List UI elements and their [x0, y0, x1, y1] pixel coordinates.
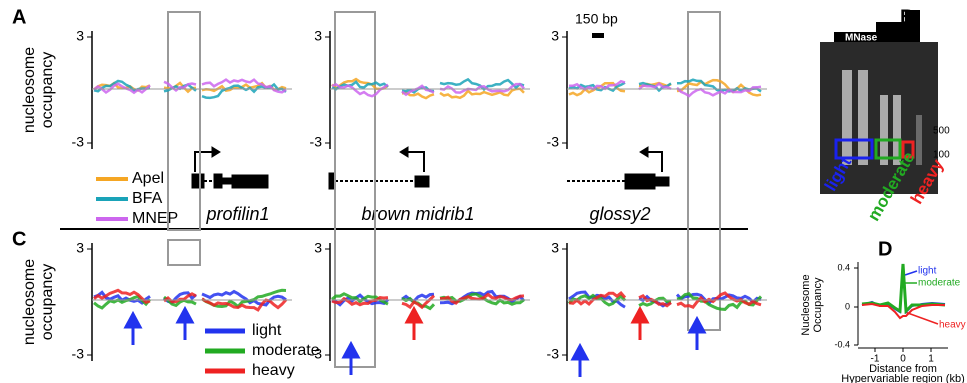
y-tick-label: 0: [845, 301, 850, 311]
y-label-line: Occupancy: [812, 277, 824, 333]
y-axis-label: nucleosome occupancy: [21, 47, 56, 133]
y-label-line: occupancy: [39, 52, 56, 129]
y-label-line: Nucleosome: [800, 274, 812, 335]
y-tick-label: -3: [547, 134, 560, 150]
scale-bar: [592, 33, 604, 38]
figure: A C B D nucleosome occupancy nucleosome …: [0, 0, 967, 383]
legend: Apel BFA MNEP: [96, 170, 178, 227]
legend-label: MNEP: [132, 210, 178, 227]
y-tick-label: -3: [310, 346, 323, 362]
panel-label: D: [878, 238, 892, 260]
y-tick-label: 3: [551, 28, 559, 44]
y-tick-label: 0.4: [837, 262, 850, 272]
y-axis-label: Nucleosome Occupancy: [800, 274, 824, 335]
gel-title: MNase: [845, 33, 878, 44]
y-label-line: occupancy: [39, 264, 56, 341]
scale-bar-label: 150 bp: [575, 11, 618, 27]
legend-label: heavy: [252, 362, 295, 379]
y-tick-label: -3: [310, 134, 323, 150]
panel-label: A: [12, 6, 26, 28]
annotation: moderate: [918, 278, 961, 289]
legend-label: light: [252, 322, 282, 339]
legend-label: Apel: [132, 170, 164, 187]
y-label-line: nucleosome: [21, 259, 38, 345]
y-tick-label: -3: [72, 346, 85, 362]
gene-model: [192, 147, 669, 189]
y-tick-label: -3: [547, 346, 560, 362]
y-tick-label: 3: [314, 240, 322, 256]
y-tick-label: 3: [314, 28, 322, 44]
marker-label: 500: [933, 126, 950, 137]
y-axis-label: nucleosome occupancy: [21, 259, 56, 345]
gene-name: glossy2: [589, 204, 650, 224]
panel-label: C: [12, 228, 26, 250]
y-tick-label: 3: [76, 28, 84, 44]
coverage-traces: [94, 79, 761, 310]
y-tick-label: 3: [76, 240, 84, 256]
x-label-line: Hypervariable region (kb): [841, 373, 965, 383]
gene-name: profilin1: [205, 204, 269, 224]
legend: light moderate heavy: [205, 322, 320, 379]
annotation: heavy: [939, 320, 966, 331]
y-label-line: nucleosome: [21, 47, 38, 133]
gene-name: brown midrib1: [361, 204, 474, 224]
y-tick-label: -0.4: [834, 339, 850, 349]
annotation: light: [918, 266, 937, 277]
y-tick-label: -3: [72, 134, 85, 150]
arrow: [126, 309, 704, 377]
legend-label: BFA: [132, 190, 163, 207]
y-tick-label: 3: [551, 240, 559, 256]
